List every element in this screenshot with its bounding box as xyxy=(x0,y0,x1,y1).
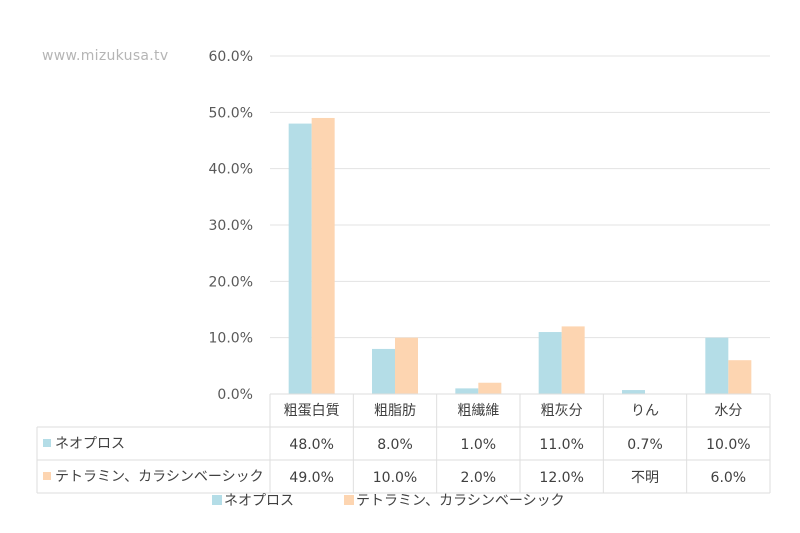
bars xyxy=(288,117,752,394)
y-axis: 0.0% 10.0% 20.0% 30.0% 40.0% 50.0% 60.0% xyxy=(209,49,253,403)
bar-series-2 xyxy=(728,360,752,394)
legend-key xyxy=(212,495,222,505)
y-tick-label: 40.0% xyxy=(209,162,253,178)
table-series-name: ネオプロス xyxy=(55,436,125,452)
bar-series-2 xyxy=(395,337,418,394)
category-label: 粗蛋白質 xyxy=(284,403,340,419)
bar-series-1 xyxy=(622,390,645,394)
bar-series-2 xyxy=(561,326,585,394)
data-cell: 10.0% xyxy=(373,470,417,486)
watermark-text: www.mizukusa.tv xyxy=(42,48,169,64)
gridlines xyxy=(270,55,770,339)
y-tick-label: 50.0% xyxy=(209,105,253,121)
legend-key xyxy=(344,495,354,505)
data-cell: 不明 xyxy=(631,470,659,486)
bar-series-1 xyxy=(455,388,479,394)
data-cell: 0.7% xyxy=(627,437,663,453)
category-label: 粗灰分 xyxy=(541,403,583,419)
bar-series-2 xyxy=(311,117,335,394)
category-label: りん xyxy=(631,403,659,419)
data-cell: 8.0% xyxy=(377,437,413,453)
table-series-name: テトラミン、カラシンベーシック xyxy=(55,469,264,485)
y-tick-label: 0.0% xyxy=(217,387,253,403)
y-tick-label: 10.0% xyxy=(209,331,253,347)
bar-series-1 xyxy=(705,337,729,394)
bar-series-2 xyxy=(478,382,502,394)
table-legend-key xyxy=(43,439,51,447)
y-tick-label: 20.0% xyxy=(209,274,253,290)
data-cell: 6.0% xyxy=(711,470,747,486)
data-cell: 49.0% xyxy=(289,470,333,486)
bar-series-1 xyxy=(538,332,562,394)
legend-label: テトラミン、カラシンベーシック xyxy=(356,493,565,509)
y-tick-label: 60.0% xyxy=(209,49,253,65)
legend-label: ネオプロス xyxy=(224,493,294,509)
category-label: 水分 xyxy=(714,403,742,419)
category-label: 粗脂肪 xyxy=(374,403,416,419)
data-cell: 12.0% xyxy=(539,470,583,486)
table-legend-key xyxy=(43,472,51,480)
data-cell: 11.0% xyxy=(539,437,583,453)
data-cell: 1.0% xyxy=(461,437,497,453)
legend: ネオプロス テトラミン、カラシンベーシック xyxy=(212,493,565,509)
data-cell: 2.0% xyxy=(461,470,497,486)
category-label: 粗繊維 xyxy=(457,403,499,419)
data-cell: 10.0% xyxy=(706,437,750,453)
data-cell: 48.0% xyxy=(289,437,333,453)
bar-series-1 xyxy=(288,123,312,394)
y-tick-label: 30.0% xyxy=(209,218,253,234)
bar-series-1 xyxy=(372,348,395,394)
